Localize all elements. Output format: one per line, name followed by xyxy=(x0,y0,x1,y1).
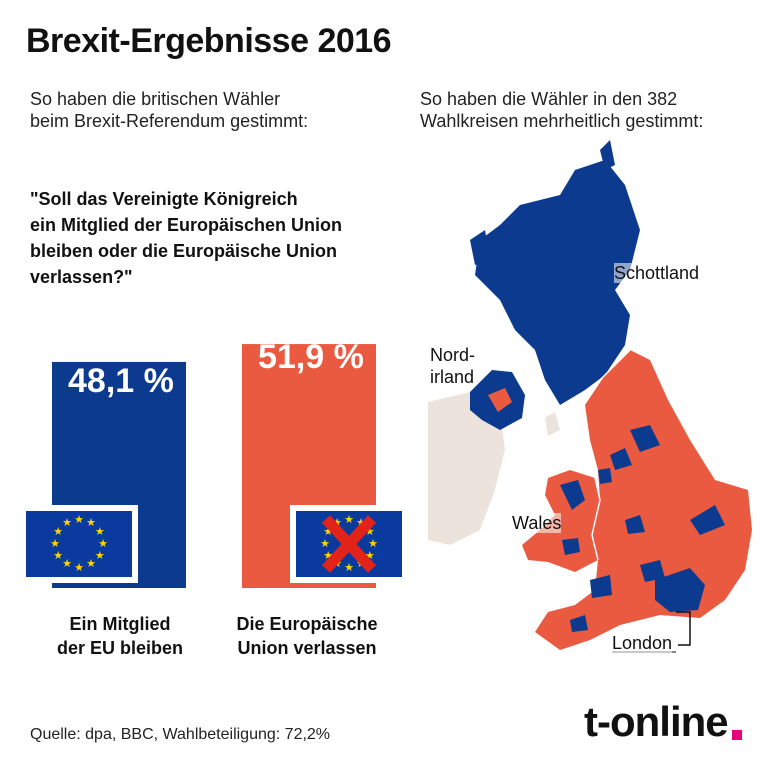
page-title: Brexit-Ergebnisse 2016 xyxy=(26,22,392,60)
remain-area-manchester xyxy=(598,468,612,484)
star-icon: ★ xyxy=(53,525,64,538)
star-icon: ★ xyxy=(344,513,354,526)
eu-flag-crossed-icon: ★★★★★★★★★★★★ xyxy=(296,511,402,577)
remain-area-cambridge xyxy=(690,505,725,535)
star-icon: ★ xyxy=(344,561,354,574)
star-icon: ★ xyxy=(50,537,60,550)
star-icon: ★ xyxy=(364,549,375,562)
map-label-line: irland xyxy=(430,367,475,387)
map-label-line: Nord- xyxy=(430,345,476,365)
ireland-landmass xyxy=(428,392,505,545)
isle-of-man xyxy=(545,412,560,436)
question-line: verlassen?" xyxy=(30,267,133,287)
star-icon: ★ xyxy=(86,558,96,571)
logo-dot xyxy=(732,730,742,740)
leave-flag: ★★★★★★★★★★★★ xyxy=(290,505,408,583)
referendum-question: "Soll das Vereinigte Königreich ein Mitg… xyxy=(30,186,370,290)
star-icon: ★ xyxy=(94,549,105,562)
question-line: "Soll das Vereinigte Königreich xyxy=(30,189,298,209)
remain-area-south xyxy=(570,615,588,632)
category-label-line: Union verlassen xyxy=(237,638,377,658)
scotland-england-border xyxy=(584,349,631,396)
remain-area-north xyxy=(630,425,660,452)
leave-value-label: 51,9 % xyxy=(258,338,364,376)
remain-area-leeds xyxy=(610,448,632,470)
subtitle-left-line-1: So haben die britischen Wähler xyxy=(30,89,281,109)
star-icon: ★ xyxy=(364,525,375,538)
star-icon: ★ xyxy=(74,561,84,574)
map-label-scotland: Schottland xyxy=(614,263,700,283)
leave-category-label: Die Europäische Union verlassen xyxy=(222,612,392,660)
star-icon: ★ xyxy=(323,549,334,562)
map-label-london: London xyxy=(612,633,673,653)
subtitle-right-line-1: So haben die Wähler in den 382 xyxy=(420,89,678,109)
star-icon: ★ xyxy=(86,516,96,529)
star-icon: ★ xyxy=(98,537,108,550)
star-icon: ★ xyxy=(356,516,366,529)
star-icon: ★ xyxy=(368,537,378,550)
cross-icon xyxy=(321,515,377,573)
wales-border xyxy=(591,477,601,561)
star-icon: ★ xyxy=(62,516,72,529)
subtitle-right: So haben die Wähler in den 382 Wahlkreis… xyxy=(420,88,760,132)
subtitle-left: So haben die britischen Wähler beim Brex… xyxy=(30,88,370,132)
question-line: ein Mitglied der Europäischen Union xyxy=(30,215,343,235)
subtitle-right-line-2: Wahlkreisen mehrheitlich gestimmt: xyxy=(420,111,704,131)
england-region xyxy=(535,350,752,650)
subtitle-left-line-2: beim Brexit-Referendum gestimmt: xyxy=(30,111,309,131)
category-label-line: Ein Mitglied xyxy=(69,614,171,634)
star-icon: ★ xyxy=(332,516,342,529)
map-label-northern-ireland: Nord- irland xyxy=(430,344,476,388)
shetland-islands xyxy=(600,140,615,170)
source-note: Quelle: dpa, BBC, Wahlbeteiligung: 72,2% xyxy=(30,726,331,743)
scotland-region xyxy=(475,160,640,405)
star-icon: ★ xyxy=(53,549,64,562)
star-icon: ★ xyxy=(320,537,330,550)
wales-remain-area xyxy=(560,480,585,510)
london-pointer-line xyxy=(676,611,691,646)
northern-ireland-leave-area xyxy=(488,388,512,412)
star-icon: ★ xyxy=(62,558,72,571)
scotland-islands xyxy=(470,230,490,265)
category-label-line: Die Europäische xyxy=(236,614,378,634)
remain-flag: ★ ★ ★ ★ ★ ★ ★ ★ ★ ★ ★ ★ xyxy=(20,505,138,583)
brand-logo: t-online xyxy=(584,698,729,745)
star-icon: ★ xyxy=(74,513,84,526)
remain-value-label: 48,1 % xyxy=(68,362,174,400)
star-icon: ★ xyxy=(323,525,334,538)
question-line: bleiben oder die Europäische Union xyxy=(30,241,338,261)
map-label-wales: Wales xyxy=(512,513,562,533)
remain-area-oxford xyxy=(640,560,665,582)
wales-remain-area xyxy=(562,538,580,555)
remain-category-label: Ein Mitglied der EU bleiben xyxy=(40,612,200,660)
star-icon: ★ xyxy=(94,525,105,538)
remain-area-bristol xyxy=(590,575,612,598)
eu-flag-icon: ★ ★ ★ ★ ★ ★ ★ ★ ★ ★ ★ ★ xyxy=(26,511,132,577)
remain-area-midlands xyxy=(625,515,645,534)
remain-area-london xyxy=(655,568,705,612)
category-label-line: der EU bleiben xyxy=(56,638,184,658)
